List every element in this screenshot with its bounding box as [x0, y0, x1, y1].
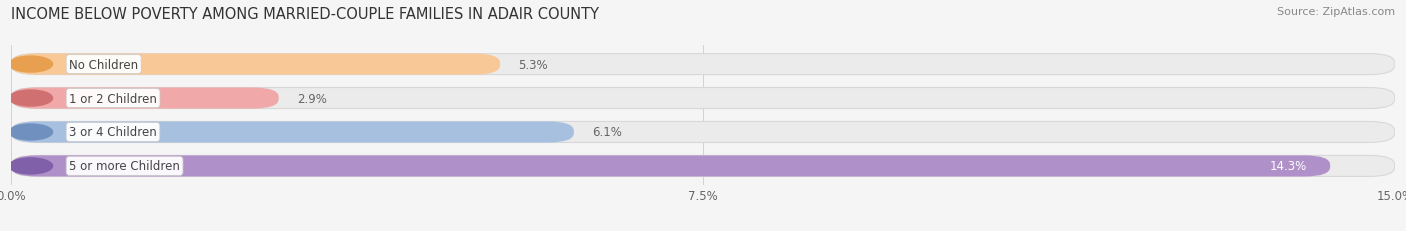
FancyBboxPatch shape	[11, 156, 1395, 177]
FancyBboxPatch shape	[11, 54, 501, 75]
Text: 5.3%: 5.3%	[519, 58, 548, 71]
Text: 14.3%: 14.3%	[1270, 160, 1308, 173]
Circle shape	[8, 57, 52, 73]
FancyBboxPatch shape	[11, 88, 1395, 109]
Text: 6.1%: 6.1%	[592, 126, 623, 139]
Text: Source: ZipAtlas.com: Source: ZipAtlas.com	[1277, 7, 1395, 17]
FancyBboxPatch shape	[11, 54, 1395, 75]
Text: 1 or 2 Children: 1 or 2 Children	[69, 92, 157, 105]
Text: No Children: No Children	[69, 58, 138, 71]
Text: 3 or 4 Children: 3 or 4 Children	[69, 126, 157, 139]
FancyBboxPatch shape	[11, 122, 574, 143]
FancyBboxPatch shape	[11, 156, 1330, 177]
Circle shape	[8, 91, 52, 106]
Text: 5 or more Children: 5 or more Children	[69, 160, 180, 173]
Circle shape	[8, 158, 52, 174]
Text: INCOME BELOW POVERTY AMONG MARRIED-COUPLE FAMILIES IN ADAIR COUNTY: INCOME BELOW POVERTY AMONG MARRIED-COUPL…	[11, 7, 599, 22]
Text: 2.9%: 2.9%	[297, 92, 328, 105]
Circle shape	[8, 125, 52, 140]
FancyBboxPatch shape	[11, 122, 1395, 143]
FancyBboxPatch shape	[11, 88, 278, 109]
